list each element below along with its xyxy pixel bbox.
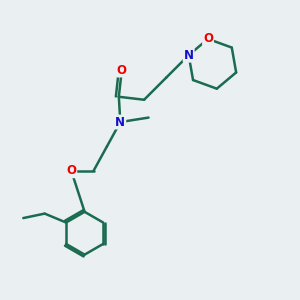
Text: O: O xyxy=(66,164,76,177)
Text: O: O xyxy=(203,32,213,45)
Text: O: O xyxy=(117,64,127,76)
Text: N: N xyxy=(184,49,194,62)
Text: N: N xyxy=(115,116,125,128)
